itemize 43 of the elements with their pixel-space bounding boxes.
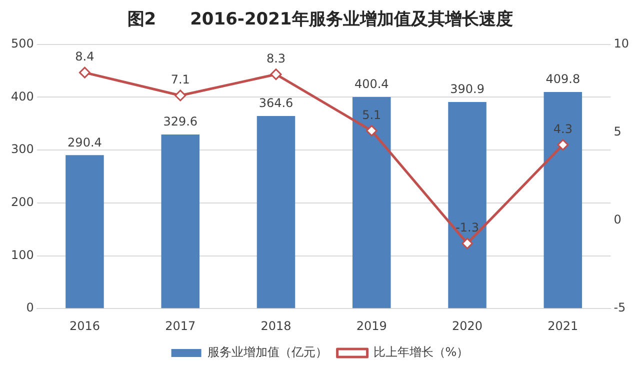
chart-title: 图2 2016-2021年服务业增加值及其增长速度	[127, 10, 513, 30]
bar	[66, 155, 104, 308]
data-label: 409.8	[546, 72, 580, 86]
y-tick-label: 0	[26, 300, 34, 315]
point	[270, 68, 282, 80]
legend-label: 比上年增长（%）	[373, 345, 469, 360]
y2-tick-label: 10	[614, 36, 630, 51]
y-tick-label: 400	[11, 89, 34, 104]
data-label: 5.1	[362, 108, 382, 122]
bar	[256, 116, 296, 308]
y2-tick-label: 5	[614, 124, 622, 139]
data-label: -1.3	[456, 220, 479, 235]
bar	[448, 102, 486, 308]
data-label: 7.1	[170, 72, 190, 87]
x-tick-label: 2019	[356, 318, 387, 333]
x-tick-label: 2020	[452, 318, 483, 333]
y-tick-label: 100	[11, 248, 34, 262]
x-tick-label: 2018	[260, 318, 292, 333]
point	[462, 238, 474, 250]
data-label: 8.4	[75, 50, 94, 64]
bar	[352, 97, 391, 308]
point	[557, 139, 569, 151]
legend-label: 服务业增加值（亿元）	[207, 345, 328, 360]
data-label: 329.6	[163, 114, 198, 129]
data-label: 290.4	[68, 135, 102, 150]
y-tick-label: 200	[11, 195, 34, 210]
data-label: 8.3	[266, 51, 286, 66]
data-label: 364.6	[258, 96, 294, 110]
data-label: 400.4	[354, 77, 389, 92]
y-tick-label: 300	[11, 142, 34, 156]
x-tick-label: 2016	[69, 318, 100, 333]
x-tick-label: 2017	[165, 318, 196, 333]
x-tick-label: 2021	[548, 318, 578, 333]
y-tick-label: 500	[11, 36, 34, 51]
point	[174, 90, 186, 102]
bar	[544, 92, 582, 308]
bar	[161, 134, 200, 308]
y2-tick-label: -5	[614, 300, 626, 315]
data-label: 4.3	[553, 122, 572, 136]
point	[78, 66, 90, 78]
y2-tick-label: 0	[614, 212, 622, 227]
point	[366, 124, 378, 136]
data-label: 390.9	[450, 82, 484, 96]
